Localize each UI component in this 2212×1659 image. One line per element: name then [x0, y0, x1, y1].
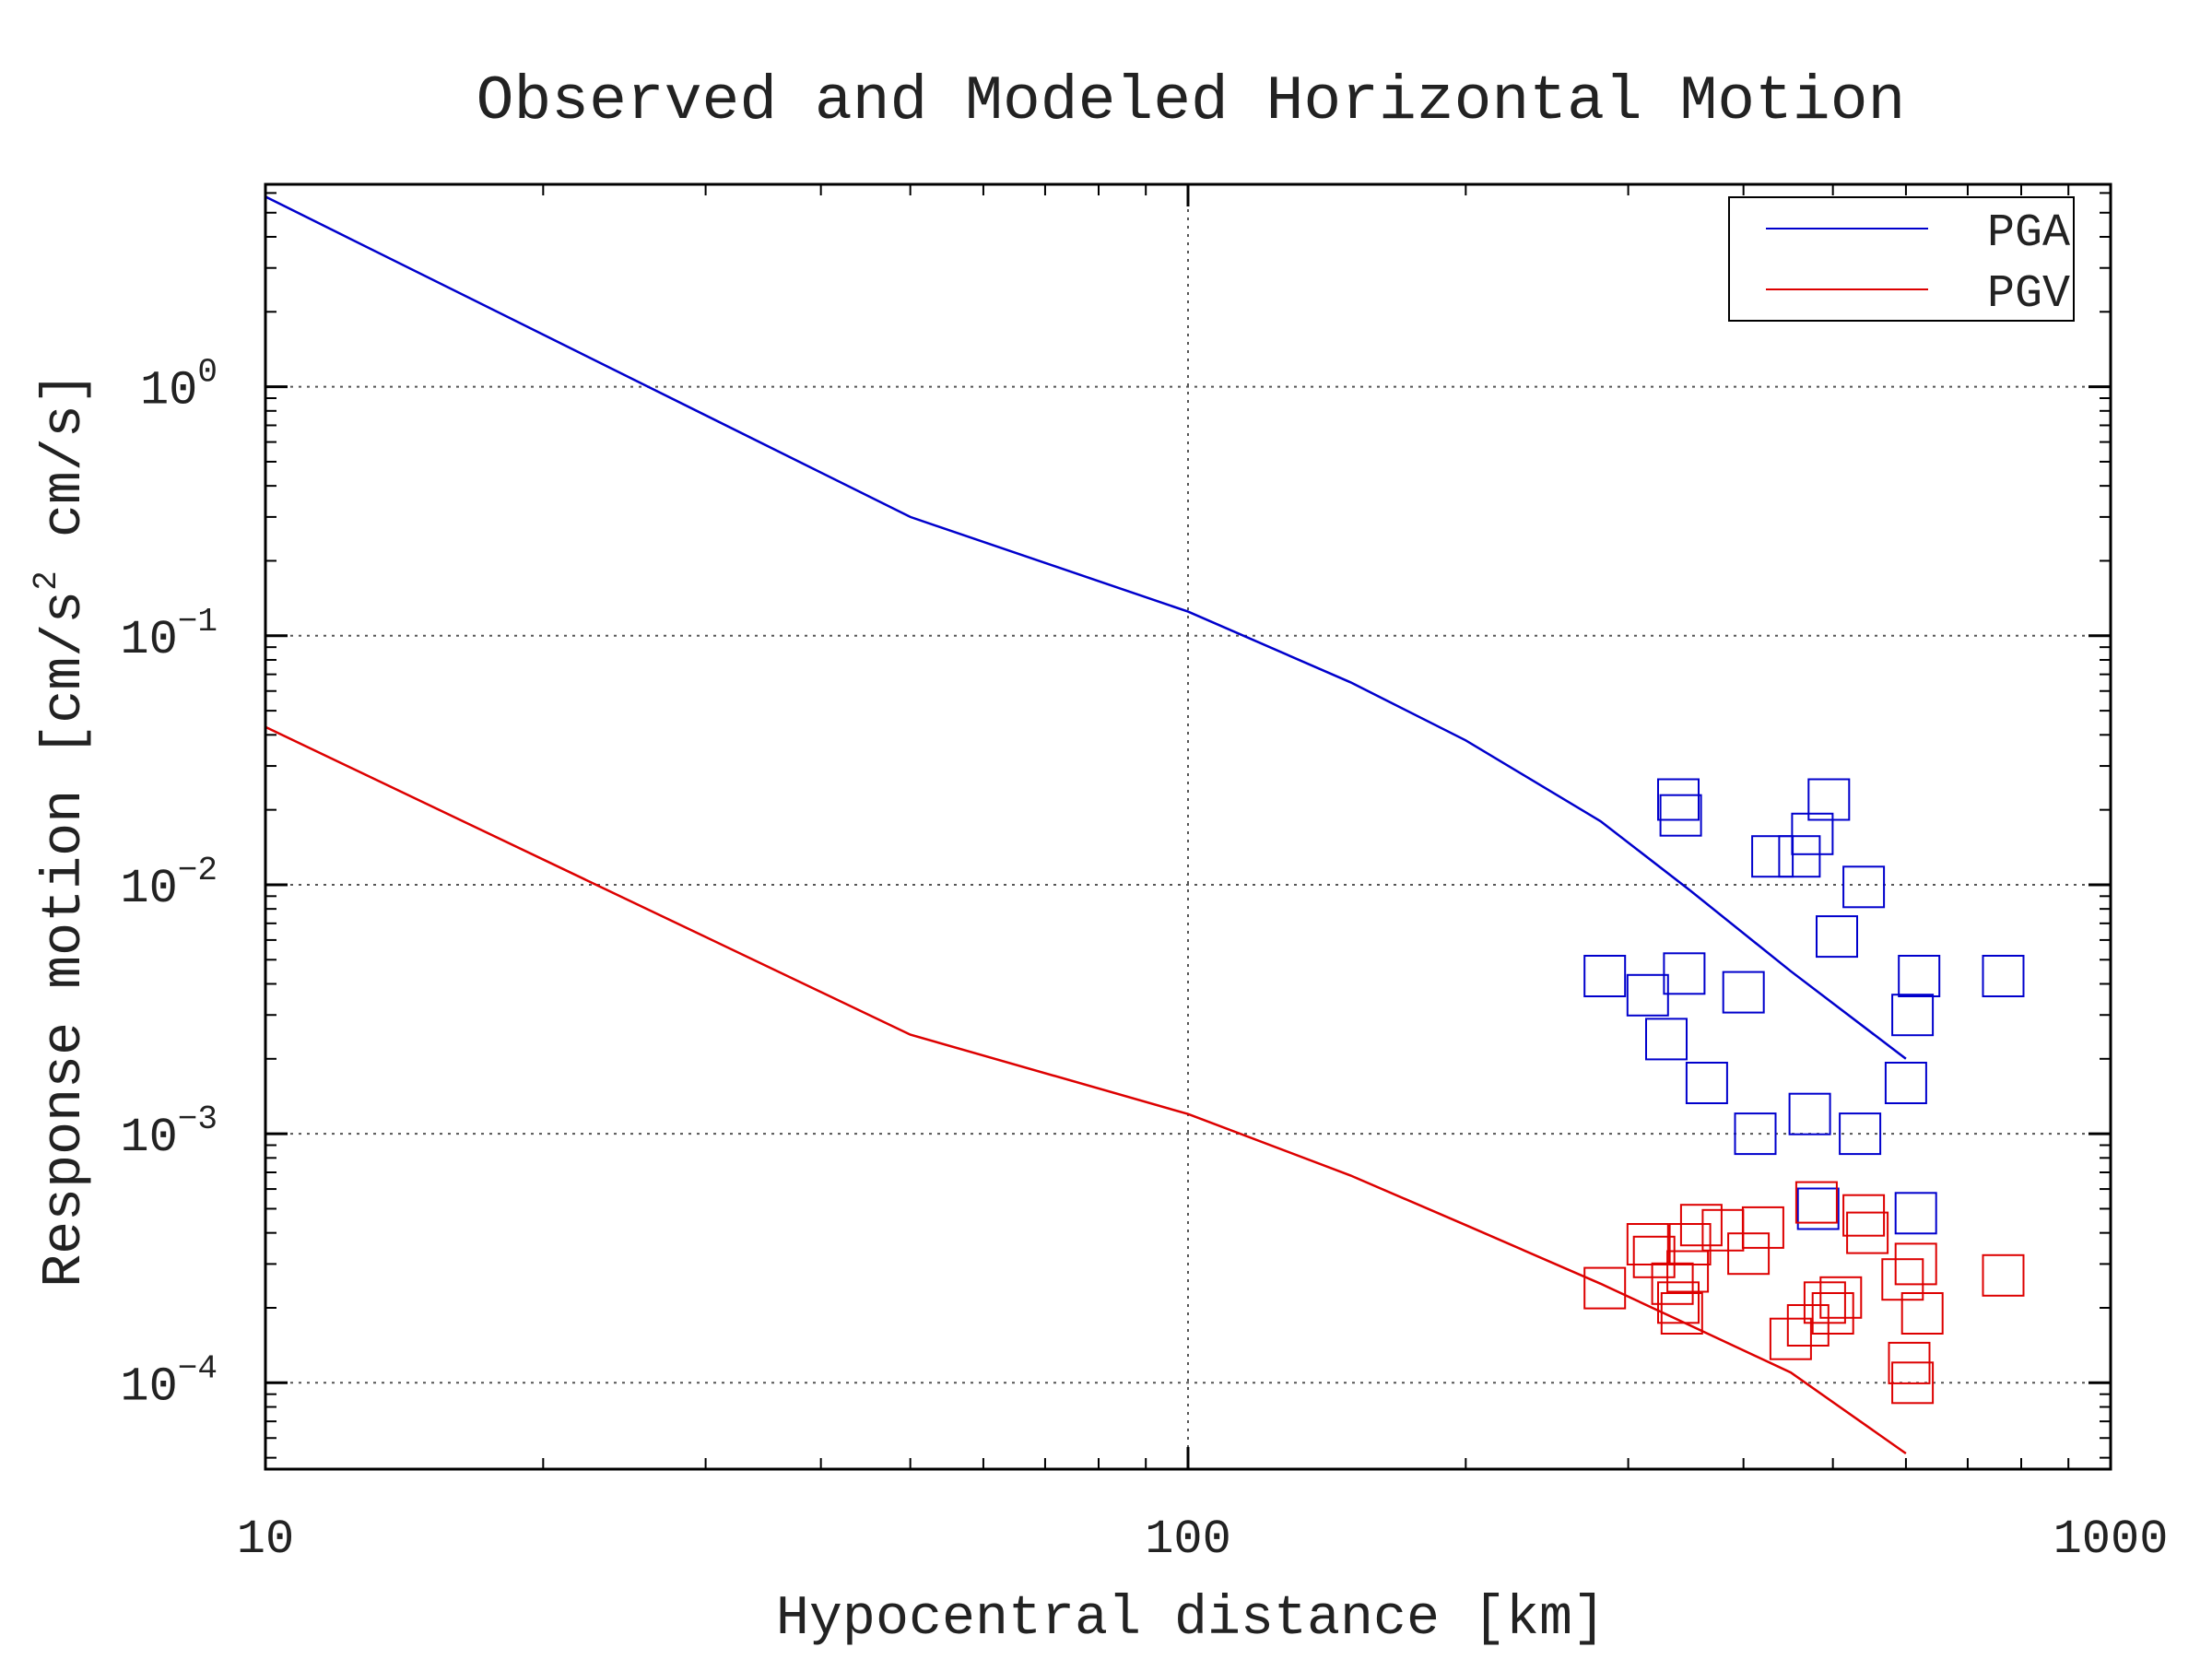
data-point [1666, 1250, 1710, 1293]
legend-label-pga: PGA [1987, 207, 2070, 260]
series-line-pgv [265, 725, 1907, 1455]
data-point [1839, 1112, 1882, 1156]
data-point [1884, 1062, 1927, 1104]
series-pgv-observed [1583, 1181, 2025, 1405]
data-point [1982, 955, 2025, 997]
y-tick-label: 10−2 [120, 852, 218, 916]
tick-marks [264, 184, 2112, 1469]
data-point [1819, 1276, 1863, 1319]
data-point [1794, 1181, 1838, 1224]
data-point [1816, 915, 1858, 959]
y-tick-label: 10−1 [120, 603, 218, 667]
data-point [1894, 1192, 1937, 1235]
data-point [1734, 1112, 1777, 1156]
data-point [1626, 973, 1669, 1017]
x-axis-label: Hypocentral distance [km] [776, 1588, 1606, 1651]
data-point [1894, 1242, 1937, 1286]
data-point [1657, 1281, 1700, 1324]
data-point [1842, 865, 1886, 909]
data-point [1583, 1266, 1627, 1310]
data-point [1632, 1235, 1676, 1278]
data-point [1657, 778, 1700, 821]
data-point [1786, 1304, 1830, 1347]
y-axis-label-suffix: cm/s] [34, 371, 97, 571]
y-axis-label-prefix: Response motion [cm/s [34, 591, 97, 1288]
x-tick-label: 10 [237, 1512, 294, 1567]
data-point [1778, 835, 1821, 878]
x-tick-label: 1000 [2053, 1512, 2169, 1567]
data-point [1891, 1361, 1935, 1405]
data-point [1796, 1187, 1840, 1230]
data-point [1788, 1092, 1831, 1135]
data-point [1751, 835, 1794, 878]
data-point [1583, 955, 1627, 997]
data-point [1663, 952, 1706, 995]
series-line-pga [265, 195, 1907, 1060]
data-point [1900, 1292, 1944, 1335]
y-tick-label: 10−3 [120, 1100, 218, 1165]
data-point [1982, 1253, 2025, 1297]
data-point [1727, 1232, 1771, 1276]
data-point [1891, 994, 1935, 1037]
data-point [1803, 1281, 1846, 1324]
legend-label-pgv: PGV [1987, 268, 2070, 321]
data-point [1842, 1194, 1886, 1237]
data-point [1685, 1062, 1728, 1104]
data-point [1722, 971, 1765, 1014]
data-point [1660, 1292, 1703, 1335]
data-point [1769, 1317, 1812, 1360]
tick-labels: 10 100 1000 100 10−1 10−2 10−3 10−4 [120, 354, 2168, 1567]
y-tick-label: 100 [140, 354, 218, 418]
data-point [1668, 1223, 1712, 1265]
series-pga [265, 195, 1907, 1060]
data-point [1651, 1262, 1694, 1305]
data-point [1659, 794, 1702, 837]
data-point [1846, 1211, 1889, 1254]
data-point [1645, 1018, 1688, 1061]
data-point [1679, 1204, 1723, 1247]
series-pgv [265, 725, 1907, 1455]
y-tick-label: 10−4 [120, 1349, 218, 1414]
legend: PGA PGV [1728, 196, 2075, 322]
series-layer [265, 195, 2025, 1455]
data-point [1811, 1292, 1854, 1335]
series-pga-observed [1583, 778, 2025, 1235]
y-axis-label: Response motion [cm/s2 cm/s] [28, 371, 97, 1288]
data-point [1791, 812, 1834, 855]
chart-title: Observed and Modeled Horizontal Motion [477, 66, 1906, 137]
x-tick-label: 100 [1145, 1512, 1231, 1567]
data-point [1898, 955, 1941, 997]
data-point [1626, 1223, 1669, 1265]
legend-box [1728, 196, 2075, 322]
y-axis-label-sup: 2 [28, 571, 65, 591]
data-point [1807, 778, 1851, 821]
grid [265, 184, 2111, 1469]
data-point [1741, 1206, 1784, 1249]
